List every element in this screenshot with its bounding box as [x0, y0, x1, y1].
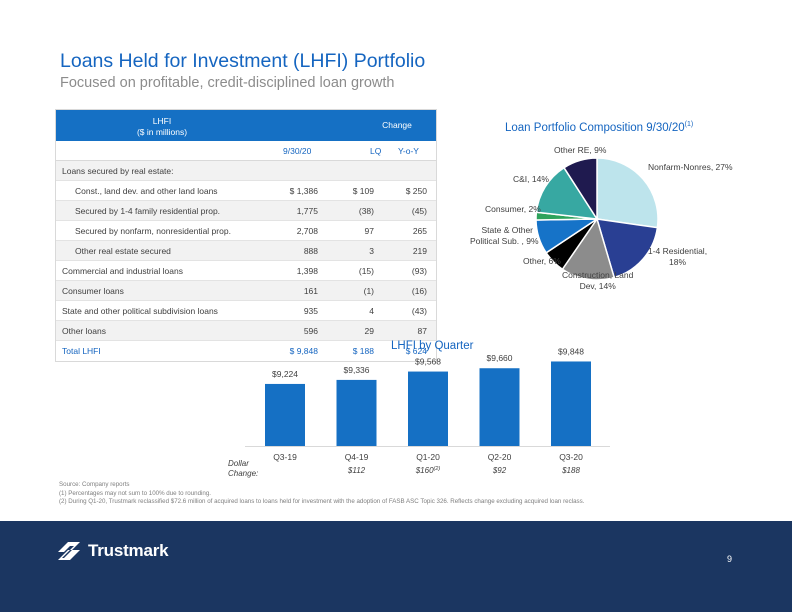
table-header: LHFI ($ in millions) Change [56, 110, 436, 141]
pie-slice-1-4-residential [595, 218, 659, 279]
footnote-source: Source: Company reports [59, 481, 130, 488]
pie-label-other-re: Other RE, 9% [554, 145, 607, 155]
table-row: Secured by 1-4 family residential prop. … [56, 201, 436, 221]
bar-category-label: Q1-20 [416, 452, 440, 462]
header-lhfi: LHFI ($ in millions) [136, 116, 188, 137]
table-row: Const., land dev. and other land loans $… [56, 181, 436, 201]
bar-q1-20 [408, 371, 448, 446]
pie-label-residential: 1-4 Residential, 18% [648, 246, 708, 267]
pie-label-state: State & Other Political Sub. , 9% [470, 225, 539, 246]
footnote-1: (1) Percentages may not sum to 100% due … [59, 489, 212, 497]
pie-label-consumer: Consumer, 2% [485, 204, 541, 214]
bar-dollar-change-label: $92 [492, 466, 507, 475]
table-row: Commercial and industrial loans 1,398 (1… [56, 261, 436, 281]
trustmark-logo: Trustmark [56, 540, 169, 562]
table-row: Other real estate secured 888 3 219 [56, 241, 436, 261]
bar-category-label: Q3-19 [273, 452, 297, 462]
bar-value-label: $9,224 [272, 369, 298, 379]
pie-chart-title: Loan Portfolio Composition 9/30/20(1) [505, 121, 694, 134]
header-change: Change [382, 120, 412, 130]
bar-q3-20 [551, 361, 591, 446]
footnotes: Source: Company reports (1) Percentages … [59, 481, 584, 507]
col-date: 9/30/20 [283, 146, 312, 156]
bar-value-label: $9,660 [487, 353, 513, 363]
bar-value-label: $9,568 [415, 357, 441, 367]
bar-dollar-change-label: $112 [347, 466, 366, 475]
col-yoy: Y-o-Y [398, 146, 419, 156]
bar-dollar-change-label: $188 [561, 466, 580, 475]
bar-q2-20 [479, 368, 520, 446]
pie-slice-other-re [562, 157, 598, 222]
bar-category-label: Q4-19 [345, 452, 369, 462]
page-number: 9 [727, 554, 733, 564]
pie-slice-nonfarm-nonres [596, 157, 659, 229]
trustmark-logo-icon [58, 542, 80, 560]
table-row-total: Total LHFI $ 9,848 $ 188 $ 624 [62, 346, 427, 356]
pie-slice-c-i [535, 166, 599, 220]
page-title: Loans Held for Investment (LHFI) Portfol… [60, 50, 426, 72]
bar-category-label: Q3-20 [559, 452, 583, 462]
table-row: Consumer loans 161 (1) (16) [56, 281, 436, 301]
pie-label-other: Other, 6% [523, 256, 561, 266]
logo-text: Trustmark [88, 541, 169, 560]
pie-label-nonfarm: Nonfarm-Nonres, 27% [648, 162, 733, 172]
page-subtitle: Focused on profitable, credit-discipline… [60, 75, 395, 91]
lhfi-table: LHFI ($ in millions) Change 9/30/20 LQ Y… [55, 109, 437, 362]
bar-q3-19 [265, 383, 305, 446]
table-row: State and other political subdivision lo… [56, 301, 436, 321]
table-column-headers: 9/30/20 LQ Y-o-Y [56, 141, 436, 161]
pie-label-construction: Construction, Land Dev, 14% [562, 270, 634, 291]
bar-value-label: $9,848 [558, 346, 584, 356]
bar-category-label: Q2-20 [488, 452, 512, 462]
footnote-2: (2) During Q1-20, Trustmark reclassified… [59, 498, 585, 505]
col-lq: LQ [370, 146, 382, 156]
table-row: Other loans 596 29 87 [56, 321, 436, 341]
dollar-change-label: Dollar Change: [228, 459, 259, 478]
bar-value-label: $9,336 [344, 365, 370, 375]
bar-chart-title: LHFI by Quarter [391, 340, 474, 352]
table-row: Secured by nonfarm, nonresidential prop.… [56, 221, 436, 241]
footer-bar: Trustmark 9 [0, 521, 792, 612]
bar-q4-19 [336, 379, 377, 446]
table-row-section: Loans secured by real estate: [56, 161, 436, 181]
pie-slice-construction-land-dev [561, 217, 616, 281]
bar-dollar-change-label: $160(2) [415, 466, 441, 475]
pie-label-ci: C&I, 14% [513, 174, 549, 184]
